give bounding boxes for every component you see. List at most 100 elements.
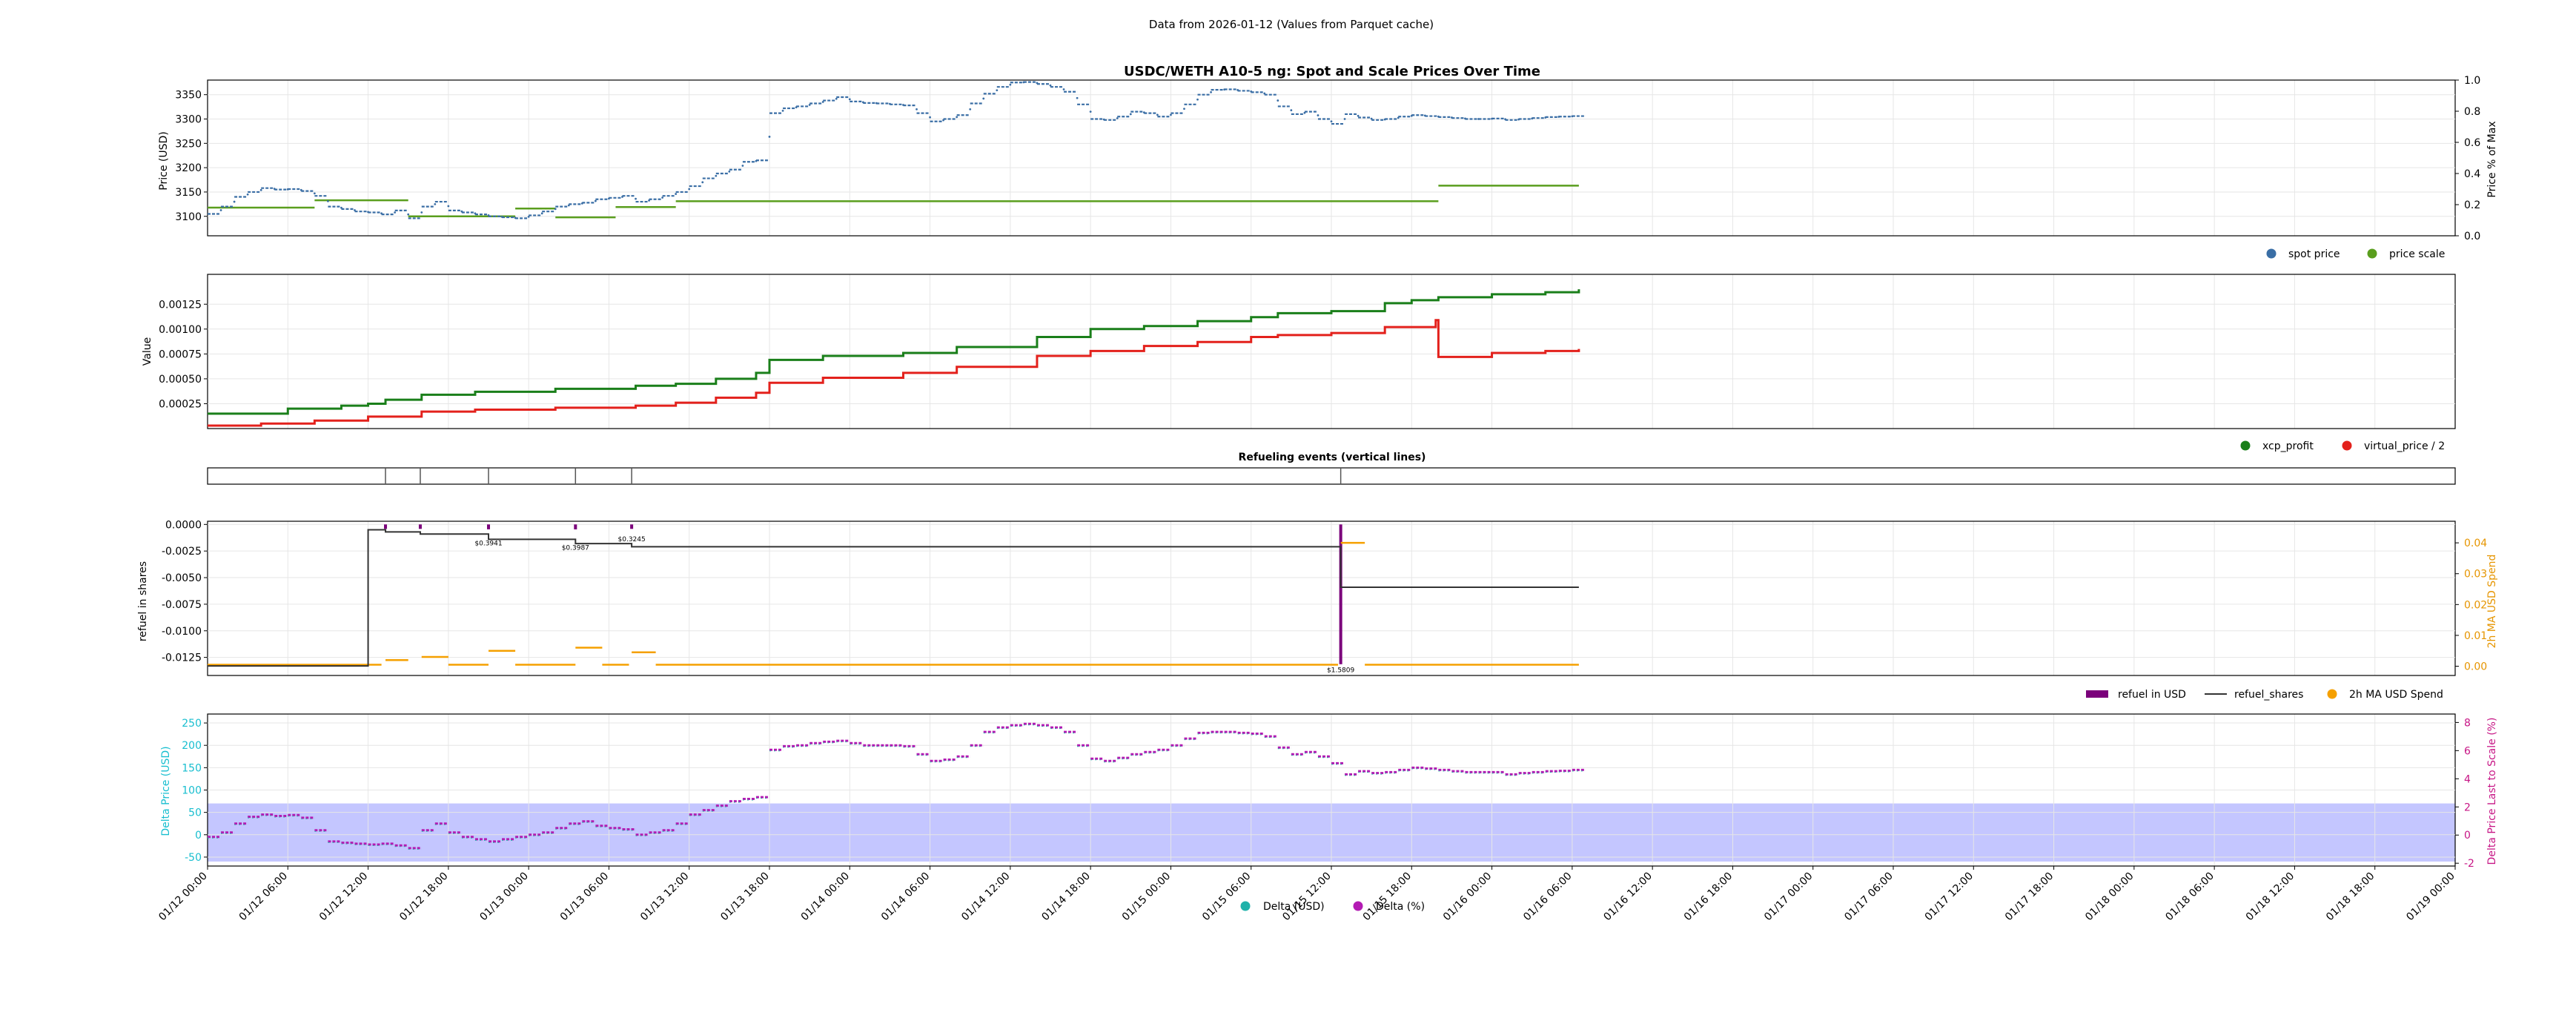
- legend-label-ma: 2h MA USD Spend: [2349, 689, 2443, 701]
- p1-y-tick-label: 3350: [175, 90, 202, 102]
- spot-price-point: [1089, 110, 1092, 113]
- p4-y2-tick-label: 0.03: [2464, 569, 2487, 581]
- legend-marker-vp: [2342, 440, 2352, 451]
- panel1-legend: spot price price scale: [2266, 248, 2445, 260]
- p1-y2-tick-label: 0.0: [2464, 231, 2480, 242]
- spot-price-point: [1009, 83, 1012, 86]
- x-tick-label: 01/18 18:00: [2324, 870, 2377, 924]
- legend-marker-spot: [2266, 248, 2277, 259]
- spot-price-point: [1183, 108, 1185, 110]
- p4-y2-tick-label: 0.00: [2464, 661, 2487, 673]
- legend-marker-delta-usd: [1240, 901, 1251, 911]
- spot-price-point: [246, 193, 249, 196]
- spot-price-point: [741, 165, 744, 167]
- p1-y2-tick-label: 0.8: [2464, 106, 2480, 118]
- x-tick-label: 01/17 18:00: [2003, 870, 2056, 924]
- spot-price-point: [969, 108, 972, 110]
- panel4-ylabel: refuel in shares: [137, 561, 149, 641]
- x-tick-label: 01/16 00:00: [1441, 870, 1494, 924]
- legend-marker-ma: [2327, 689, 2337, 699]
- panel4-legend: refuel in USD refuel_shares 2h MA USD Sp…: [2086, 689, 2443, 701]
- spot-price-point: [219, 209, 222, 211]
- spot-price-point: [1343, 118, 1346, 120]
- panel2-ylabel: Value: [142, 337, 153, 366]
- spot-price-point: [1062, 88, 1065, 90]
- legend-label-shares: refuel_shares: [2234, 689, 2303, 701]
- p1-frame: [207, 79, 2456, 237]
- refuel-usd-bar: [418, 524, 422, 529]
- p4-frame: [207, 521, 2456, 676]
- spot-price-point: [929, 116, 931, 119]
- spot-price-point: [808, 104, 811, 106]
- x-axis-ticks: 01/12 00:00 01/12 06:00 01/12 12:00 01/12 1…: [156, 866, 2457, 923]
- panel1-title: USDC/WETH A10-5 ng: Spot and Scale Price…: [1124, 64, 1540, 79]
- spot-price-point: [1129, 113, 1132, 116]
- p5-y2-tick-label: 8: [2464, 717, 2471, 729]
- spot-price-point: [1156, 113, 1159, 116]
- refuel-usd-bar: [487, 524, 490, 529]
- panel-refuel-events: [207, 467, 2456, 485]
- p4-y-tick-label: 0.0000: [165, 519, 202, 531]
- spot-price-point: [434, 202, 437, 205]
- x-tick-label: 01/17 12:00: [1923, 870, 1976, 924]
- spot-price-point: [768, 136, 771, 138]
- spot-price-point: [327, 200, 329, 202]
- legend-label-vp: virtual_price / 2: [2364, 440, 2445, 452]
- p5-y2-tick-label: 4: [2464, 773, 2471, 785]
- x-tick-label: 01/14 06:00: [879, 870, 933, 924]
- spot-price-point: [835, 97, 838, 100]
- spot-price-point: [1290, 109, 1293, 112]
- spot-price-point: [675, 193, 678, 195]
- x-tick-label: 01/13 06:00: [558, 870, 612, 924]
- x-tick-label: 01/15 06:00: [1200, 870, 1254, 924]
- p2-y-tick-label: 0.00100: [159, 324, 202, 336]
- p5-y2-tick-label: -2: [2464, 858, 2474, 870]
- panel5-y2label: Delta Price Last to Scale (%): [2486, 718, 2498, 865]
- p1-y2-tick-label: 0.4: [2464, 168, 2480, 180]
- refuel-usd-annotation: $0.3941: [474, 541, 502, 548]
- x-tick-label: 01/12 06:00: [237, 870, 291, 924]
- refuel-usd-annotation: $1.5809: [1327, 667, 1354, 674]
- panel1-ylabel: Price (USD): [158, 131, 170, 190]
- panel1-y2label: Price % of Max: [2486, 121, 2498, 197]
- spot-price-point: [1210, 91, 1212, 93]
- refuel-shares-line: [208, 529, 1579, 667]
- x-tick-label: 01/12 18:00: [397, 870, 451, 924]
- p4-y2-tick-label: 0.01: [2464, 630, 2487, 642]
- p1-y2-tick-label: 0.2: [2464, 199, 2480, 211]
- spot-price-point: [956, 116, 958, 119]
- x-tick-label: 01/19 00:00: [2404, 870, 2457, 924]
- p1-y-tick-label: 3200: [175, 162, 202, 174]
- p5-y2-tick-label: 0: [2464, 830, 2471, 842]
- refuel-usd-bar: [630, 524, 634, 529]
- x-tick-label: 01/13 12:00: [638, 870, 692, 924]
- panel3-title: Refueling events (vertical lines): [1239, 452, 1426, 463]
- spot-price-point: [1196, 98, 1199, 101]
- p4-y2-tick-label: 0.02: [2464, 599, 2487, 611]
- spot-price-point: [1330, 120, 1333, 123]
- x-tick-label: 01/12 12:00: [317, 870, 371, 924]
- p1-y2-tick-label: 1.0: [2464, 75, 2480, 87]
- p5-y-tick-label: 100: [182, 785, 202, 797]
- refuel-usd-annotation: $0.3245: [618, 536, 646, 543]
- x-tick-label: 01/18 12:00: [2244, 870, 2297, 924]
- spot-price-point: [394, 211, 397, 214]
- spot-price-point: [1277, 99, 1279, 102]
- p5-y-tick-label: 250: [182, 718, 202, 730]
- spot-price-point: [661, 196, 664, 199]
- x-tick-label: 01/17 00:00: [1762, 870, 1815, 924]
- p2-y-tick-label: 0.00125: [159, 299, 202, 311]
- x-tick-label: 01/14 18:00: [1039, 870, 1093, 924]
- spot-price-point: [996, 89, 999, 92]
- spot-price-point: [1357, 114, 1360, 117]
- p4-y-tick-label: -0.0050: [162, 572, 202, 584]
- spot-price-point: [635, 197, 637, 200]
- x-tick-label: 01/15 12:00: [1280, 870, 1334, 924]
- x-tick-label: 01/15 00:00: [1120, 870, 1173, 924]
- p2-y-tick-label: 0.00025: [159, 398, 202, 410]
- legend-marker-refuel-usd: [2086, 690, 2108, 698]
- legend-label-refuel-usd: refuel in USD: [2118, 689, 2186, 701]
- panel4-y2label: 2h MA USD Spend: [2486, 555, 2498, 649]
- x-tick-label: 01/15 18:00: [1361, 870, 1414, 924]
